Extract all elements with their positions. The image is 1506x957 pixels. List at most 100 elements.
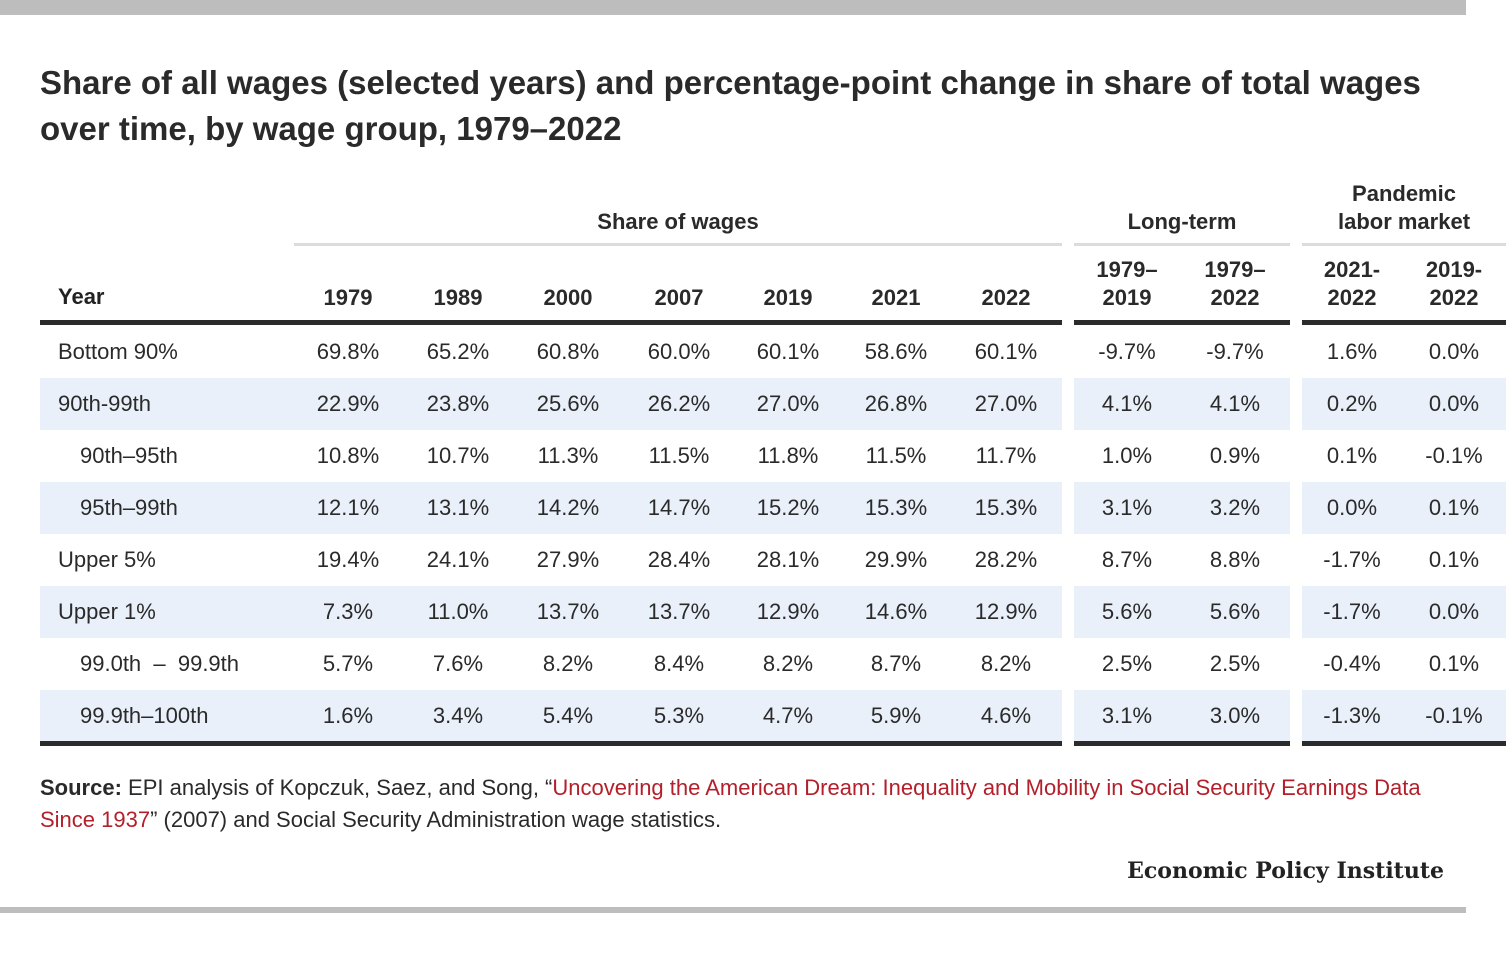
table-cell: -9.7% <box>1098 339 1156 364</box>
table-cell: -1.3% <box>1323 703 1381 728</box>
column-header-1-line2: 1979 <box>323 285 373 310</box>
column-header-2-line2: 1989 <box>433 285 483 310</box>
table-cell: 5.6% <box>1209 599 1261 624</box>
table-cell: 15.3% <box>864 495 928 520</box>
table-cell: -0.4% <box>1323 651 1381 676</box>
table-cell: 10.8% <box>316 443 380 468</box>
row-label: Bottom 90% <box>58 339 178 364</box>
table-cell: 65.2% <box>426 339 490 364</box>
table-cell: 14.6% <box>864 599 928 624</box>
table-cell: 3.1% <box>1101 703 1153 728</box>
table-cell: 0.0% <box>1428 599 1480 624</box>
table-cell: 0.0% <box>1428 339 1480 364</box>
row-band <box>1074 690 1290 742</box>
table-cell: 8.2% <box>542 651 594 676</box>
table-cell: 7.6% <box>432 651 484 676</box>
table-cell: 14.7% <box>647 495 711 520</box>
row-band <box>1074 586 1290 638</box>
table-cell: 28.1% <box>756 547 820 572</box>
table-cell: 15.2% <box>756 495 820 520</box>
table-cell: 28.4% <box>647 547 711 572</box>
table-cell: 60.1% <box>974 339 1038 364</box>
row-band <box>1074 482 1290 534</box>
table-cell: 5.3% <box>653 703 705 728</box>
table-cell: 26.8% <box>864 391 928 416</box>
row-band <box>40 482 1062 534</box>
table-cell: 8.2% <box>980 651 1032 676</box>
bottom-divider-bar <box>0 907 1466 913</box>
row-label: 99.0th – 99.9th <box>80 651 240 676</box>
group-header-pandemic-line1: Pandemic <box>1352 181 1456 206</box>
table-cell: 3.1% <box>1101 495 1153 520</box>
table-cell: 0.9% <box>1209 443 1261 468</box>
column-header-5-line2: 2019 <box>763 285 813 310</box>
column-header-7-line2: 2022 <box>981 285 1031 310</box>
row-label: 90th–95th <box>80 443 178 468</box>
column-header-3-line2: 2000 <box>543 285 593 310</box>
row-band <box>1074 378 1290 430</box>
bottom-rule-share <box>40 741 1062 746</box>
table-cell: 25.6% <box>536 391 600 416</box>
source-text-after: ” (2007) and Social Security Administrat… <box>150 807 722 832</box>
table-cell: 13.7% <box>647 599 711 624</box>
table-cell: 1.0% <box>1101 443 1153 468</box>
group-rule-share <box>294 243 1062 246</box>
source-text-before: EPI analysis of Kopczuk, Saez, and Song,… <box>121 775 553 800</box>
source-label: Source: <box>40 775 122 800</box>
table-cell: -1.7% <box>1323 547 1381 572</box>
table-cell: 13.1% <box>426 495 490 520</box>
group-rule-longterm <box>1074 243 1290 246</box>
table-cell: 3.0% <box>1209 703 1261 728</box>
row-label: 90th-99th <box>58 391 151 416</box>
row-band <box>1302 586 1506 638</box>
table-cell: 0.1% <box>1428 547 1480 572</box>
table-cell: 22.9% <box>316 391 380 416</box>
table-cell: 11.3% <box>537 443 599 468</box>
table-cell: 4.1% <box>1101 391 1153 416</box>
row-label: 95th–99th <box>80 495 178 520</box>
table-cell: -1.7% <box>1323 599 1381 624</box>
row-band <box>1302 378 1506 430</box>
table-cell: -0.1% <box>1425 703 1483 728</box>
column-header-8-line1: 1979– <box>1096 257 1158 282</box>
table-cell: 8.4% <box>653 651 705 676</box>
table-cell: 2.5% <box>1101 651 1153 676</box>
table-cell: 11.5% <box>865 443 927 468</box>
table-cell: 0.1% <box>1326 443 1378 468</box>
table-cell: 12.9% <box>974 599 1038 624</box>
header-rule-share <box>40 320 1062 325</box>
table-cell: 0.0% <box>1326 495 1378 520</box>
table-cell: 0.1% <box>1428 651 1480 676</box>
table-cell: 23.8% <box>426 391 490 416</box>
table-cell: 10.7% <box>426 443 490 468</box>
row-header-year: Year <box>58 284 105 309</box>
table-cell: 8.8% <box>1209 547 1261 572</box>
table-cell: 58.6% <box>864 339 928 364</box>
table-cell: 60.0% <box>647 339 711 364</box>
column-header-9-line2: 2022 <box>1210 285 1260 310</box>
table-cell: 13.7% <box>536 599 600 624</box>
row-band <box>40 378 1062 430</box>
table-cell: 5.4% <box>542 703 594 728</box>
header-rule-longterm <box>1074 320 1290 325</box>
table-cell: 8.7% <box>1101 547 1153 572</box>
table-cell: 4.7% <box>762 703 814 728</box>
table-cell: 69.8% <box>316 339 380 364</box>
table-cell: 3.2% <box>1209 495 1261 520</box>
table-cell: 24.1% <box>426 547 490 572</box>
table-cell: 26.2% <box>647 391 711 416</box>
table-cell: 3.4% <box>432 703 484 728</box>
table-cell: 8.7% <box>870 651 922 676</box>
top-divider-bar <box>0 0 1466 15</box>
source-link[interactable]: Uncovering the American Dream: Inequalit… <box>40 775 1421 832</box>
group-rule-pandemic <box>1302 243 1506 246</box>
group-header-longterm: Long-term <box>1127 209 1237 234</box>
table-cell: -9.7% <box>1206 339 1264 364</box>
table-cell: 60.1% <box>756 339 820 364</box>
column-header-6-line2: 2021 <box>871 285 921 310</box>
row-label: Upper 5% <box>58 547 156 572</box>
group-header-share: Share of wages <box>597 209 759 234</box>
table-cell: 11.8% <box>757 443 819 468</box>
row-band <box>40 586 1062 638</box>
bottom-rule-longterm <box>1074 741 1290 746</box>
